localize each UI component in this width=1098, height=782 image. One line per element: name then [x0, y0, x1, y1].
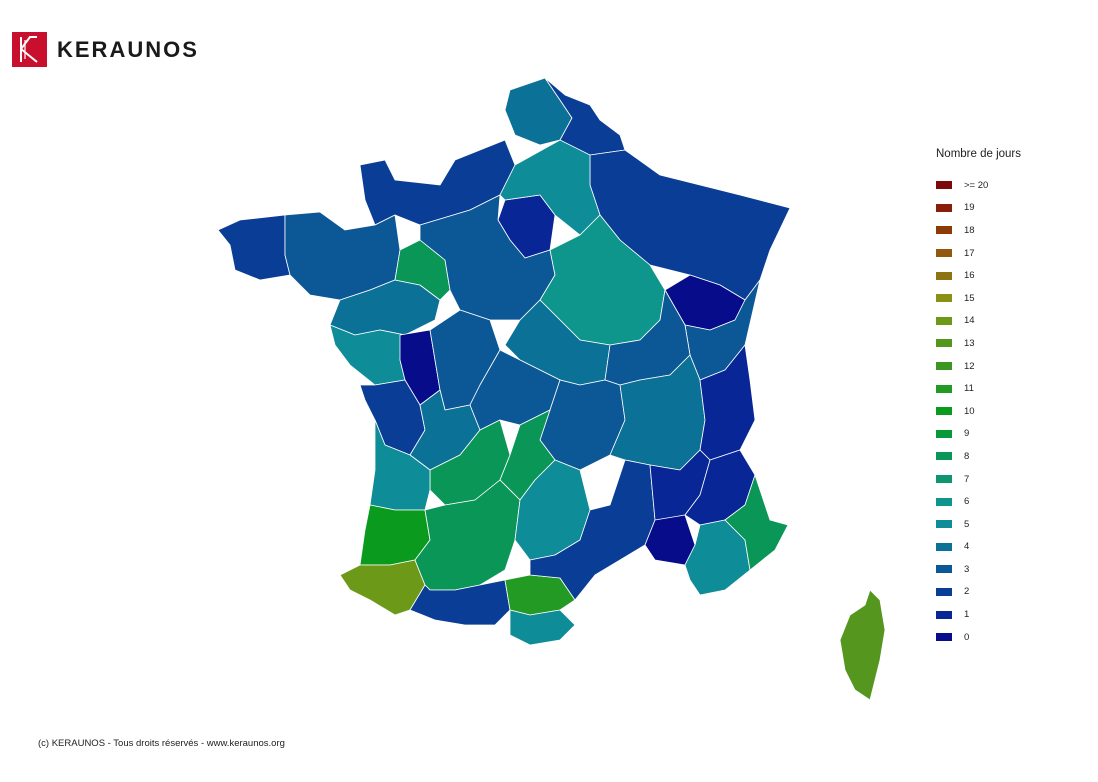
legend-item: 3 [936, 558, 1056, 581]
legend-item: 2 [936, 581, 1056, 604]
brand-name: KERAUNOS [57, 36, 199, 62]
legend-item: 6 [936, 490, 1056, 513]
legend-swatch [936, 384, 952, 393]
legend-label: 12 [964, 360, 975, 372]
legend-label: 14 [964, 315, 975, 327]
region-gironde [369, 419, 431, 511]
legend-item: 15 [936, 287, 1056, 310]
legend-label: 2 [964, 586, 970, 598]
legend-swatch [936, 407, 952, 416]
legend-label: >= 20 [964, 179, 989, 191]
legend-label: 8 [964, 450, 970, 462]
legend-item: 18 [936, 219, 1056, 242]
legend-swatch [936, 339, 952, 348]
legend-item: 19 [936, 197, 1056, 220]
legend-swatch [936, 294, 952, 303]
legend-title: Nombre de jours [936, 148, 1022, 160]
legend-label: 13 [964, 337, 975, 349]
legend-swatch [936, 316, 952, 325]
legend-item: 16 [936, 264, 1056, 287]
legend-label: 0 [964, 631, 970, 643]
legend-swatch [936, 271, 952, 280]
legend-swatch [936, 587, 952, 596]
legend-label: 3 [964, 563, 970, 575]
legend-item: 9 [936, 423, 1056, 446]
legend-label: 5 [964, 518, 970, 530]
brand-logo: KERAUNOS [12, 32, 199, 67]
legend-label: 16 [964, 270, 975, 282]
legend-swatch [936, 181, 952, 190]
region-nord-coast [504, 77, 573, 146]
region-vendee [329, 324, 406, 386]
copyright-footer: (c) KERAUNOS - Tous droits réservés - ww… [38, 738, 285, 749]
legend-label: 6 [964, 496, 970, 508]
keraunos-logo-icon [12, 32, 47, 67]
legend-swatch [936, 520, 952, 529]
legend-label: 4 [964, 541, 970, 553]
region-midi-pyrenees [414, 479, 521, 591]
legend-swatch [936, 497, 952, 506]
region-finistere [217, 214, 291, 281]
legend-swatch [936, 452, 952, 461]
legend-label: 11 [964, 383, 974, 395]
legend-swatch [936, 610, 952, 619]
legend-items: >= 20 19 18 17 16 15 14 13 12 11 10 9 8 7 6 5 4 3 2 1 0 [936, 174, 1056, 648]
legend-item: 4 [936, 536, 1056, 559]
legend-swatch [936, 362, 952, 371]
legend-item: 0 [936, 626, 1056, 649]
legend-swatch [936, 429, 952, 438]
legend-label: 17 [964, 247, 975, 259]
legend-item: 14 [936, 310, 1056, 333]
legend-item: 11 [936, 377, 1056, 400]
legend-label: 7 [964, 473, 970, 485]
legend-item: >= 20 [936, 174, 1056, 197]
legend-label: 18 [964, 224, 975, 236]
legend-swatch [936, 203, 952, 212]
legend-item: 17 [936, 242, 1056, 265]
legend-swatch [936, 475, 952, 484]
legend-swatch [936, 226, 952, 235]
legend-swatch [936, 249, 952, 258]
legend-label: 9 [964, 428, 970, 440]
region-alpes-maritimes [724, 474, 789, 571]
legend-swatch [936, 633, 952, 642]
legend-item: 1 [936, 603, 1056, 626]
legend-label: 15 [964, 292, 975, 304]
region-corse [839, 589, 886, 701]
legend-label: 1 [964, 609, 970, 621]
legend-item: 8 [936, 445, 1056, 468]
legend-label: 10 [964, 405, 975, 417]
legend: Nombre de jours >= 20 19 18 17 16 15 14 13 12 11 1… [936, 148, 1056, 648]
region-pyrenees-orientales [509, 609, 576, 646]
legend-item: 7 [936, 468, 1056, 491]
legend-item: 12 [936, 355, 1056, 378]
legend-item: 10 [936, 400, 1056, 423]
legend-item: 13 [936, 332, 1056, 355]
legend-label: 19 [964, 202, 975, 214]
legend-item: 5 [936, 513, 1056, 536]
legend-swatch [936, 542, 952, 551]
legend-swatch [936, 565, 952, 574]
region-savoie [699, 344, 756, 461]
